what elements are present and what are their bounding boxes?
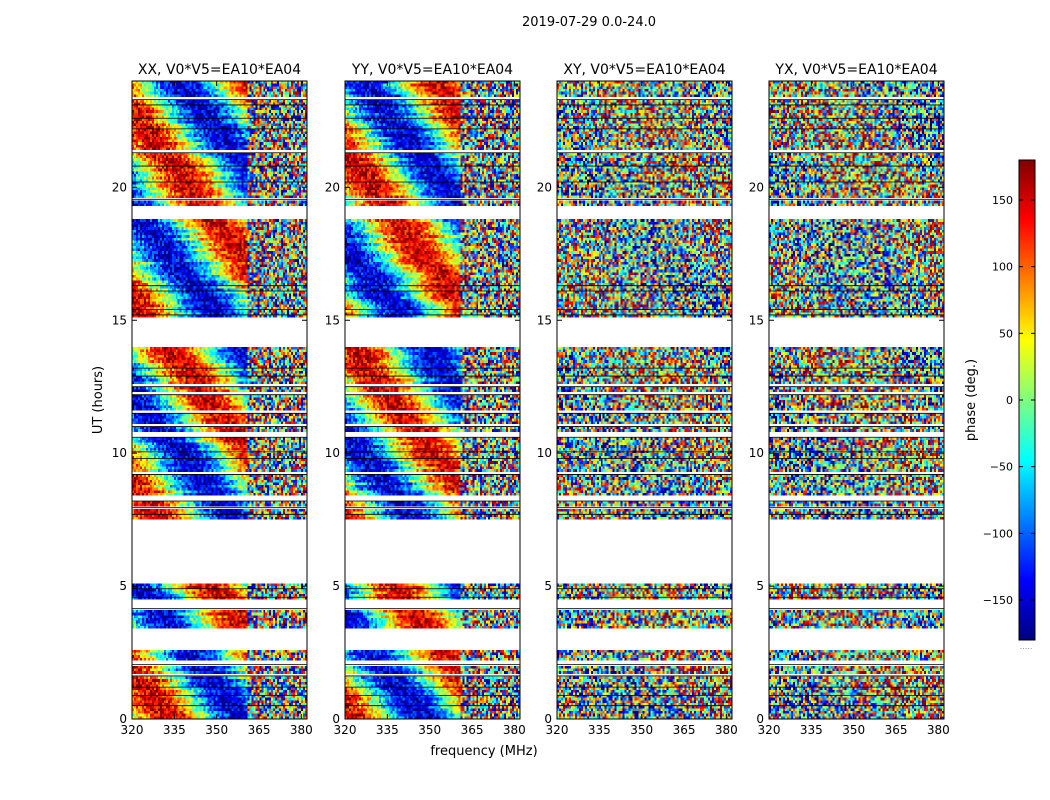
- x-tick-label: 320: [546, 723, 569, 737]
- y-tick-label: 5: [544, 579, 552, 593]
- x-tick-label: 320: [334, 723, 357, 737]
- x-tick-label: 320: [758, 723, 781, 737]
- panel-yy: YY, V0*V5=EA10*EA04 320 335 350 365 380 0 5 10 15…: [325, 62, 526, 737]
- x-tick-label: 335: [376, 723, 399, 737]
- y-tick-label: 20: [112, 180, 127, 194]
- panel-title: YX, V0*V5=EA10*EA04: [774, 62, 937, 78]
- colorbar-tick-label: 150: [992, 194, 1013, 207]
- panel-frame: [768, 80, 945, 720]
- panel-heatmap: [132, 81, 307, 719]
- x-tick-label: 350: [205, 723, 228, 737]
- figure-suptitle: 2019-07-29 0.0-24.0: [522, 15, 656, 30]
- panel-frame: [131, 80, 308, 720]
- y-tick-label: 10: [325, 446, 340, 460]
- y-tick-label: 20: [537, 180, 552, 194]
- colorbar-ticks: 150 100 50 0 −50 −100 −150: [983, 194, 1035, 607]
- panel-title: YY, V0*V5=EA10*EA04: [351, 62, 513, 78]
- x-tick-label: 320: [121, 723, 144, 737]
- y-tick-label: 20: [749, 180, 764, 194]
- x-tick-label: 350: [630, 723, 653, 737]
- y-tick-label: 15: [112, 313, 127, 327]
- x-tick-label: 350: [418, 723, 441, 737]
- y-tick-label: 15: [537, 313, 552, 327]
- y-tick-label: 0: [119, 712, 127, 726]
- x-tick-label: 335: [163, 723, 186, 737]
- y-tick-label: 5: [119, 579, 127, 593]
- y-tick-label: 0: [756, 712, 764, 726]
- x-tick-label: 365: [885, 723, 908, 737]
- panel-yx: YX, V0*V5=EA10*EA04 320 335 350 365 380 0 5 10 15…: [749, 62, 950, 737]
- colorbar-tick-label: 50: [999, 327, 1013, 340]
- colorbar-tick-label: 0: [1006, 394, 1013, 407]
- x-axis-label: frequency (MHz): [430, 744, 537, 759]
- y-axis-label: UT (hours): [91, 366, 106, 434]
- panel-title: XY, V0*V5=EA10*EA04: [563, 62, 725, 78]
- colorbar-tick-label: −50: [990, 461, 1013, 474]
- x-tick-label: 335: [588, 723, 611, 737]
- colorbar-tick-label: −100: [983, 527, 1013, 540]
- x-tick-label: 380: [290, 723, 313, 737]
- panel-heatmap: [557, 81, 732, 719]
- x-tick-label: 380: [503, 723, 526, 737]
- x-tick-label: 380: [715, 723, 738, 737]
- x-tick-label: 365: [461, 723, 484, 737]
- panel-heatmap: [769, 81, 944, 719]
- x-tick-label: 335: [800, 723, 823, 737]
- y-tick-label: 20: [325, 180, 340, 194]
- y-tick-label: 0: [544, 712, 552, 726]
- y-tick-label: 5: [756, 579, 764, 593]
- colorbar-tick-label: 100: [992, 261, 1013, 274]
- colorbar-footer: .....: [1020, 642, 1033, 651]
- x-tick-label: 365: [248, 723, 271, 737]
- panel-frame: [556, 80, 733, 720]
- panel-frame: [344, 80, 521, 720]
- y-tick-label: 0: [332, 712, 340, 726]
- colorbar: 150 100 50 0 −50 −100 −150 phase (deg.) .....: [964, 159, 1036, 651]
- y-tick-label: 10: [112, 446, 127, 460]
- y-tick-label: 10: [537, 446, 552, 460]
- panel-xx: XX, V0*V5=EA10*EA04 320 335 350 365 380 0 5 10 15…: [112, 62, 313, 737]
- colorbar-tick-label: −150: [983, 594, 1013, 607]
- x-tick-label: 380: [927, 723, 950, 737]
- y-tick-label: 15: [749, 313, 764, 327]
- panel-title: XX, V0*V5=EA10*EA04: [138, 62, 301, 78]
- x-tick-label: 365: [673, 723, 696, 737]
- y-tick-label: 15: [325, 313, 340, 327]
- x-tick-label: 350: [842, 723, 865, 737]
- y-tick-label: 10: [749, 446, 764, 460]
- panel-heatmap: [345, 81, 520, 719]
- panels: XX, V0*V5=EA10*EA04 320 335 350 365 380 0 5 10 15…: [112, 62, 950, 737]
- panel-xy: XY, V0*V5=EA10*EA04 320 335 350 365 380 0 5 10 15…: [537, 62, 738, 737]
- y-tick-label: 5: [332, 579, 340, 593]
- colorbar-label: phase (deg.): [964, 359, 979, 441]
